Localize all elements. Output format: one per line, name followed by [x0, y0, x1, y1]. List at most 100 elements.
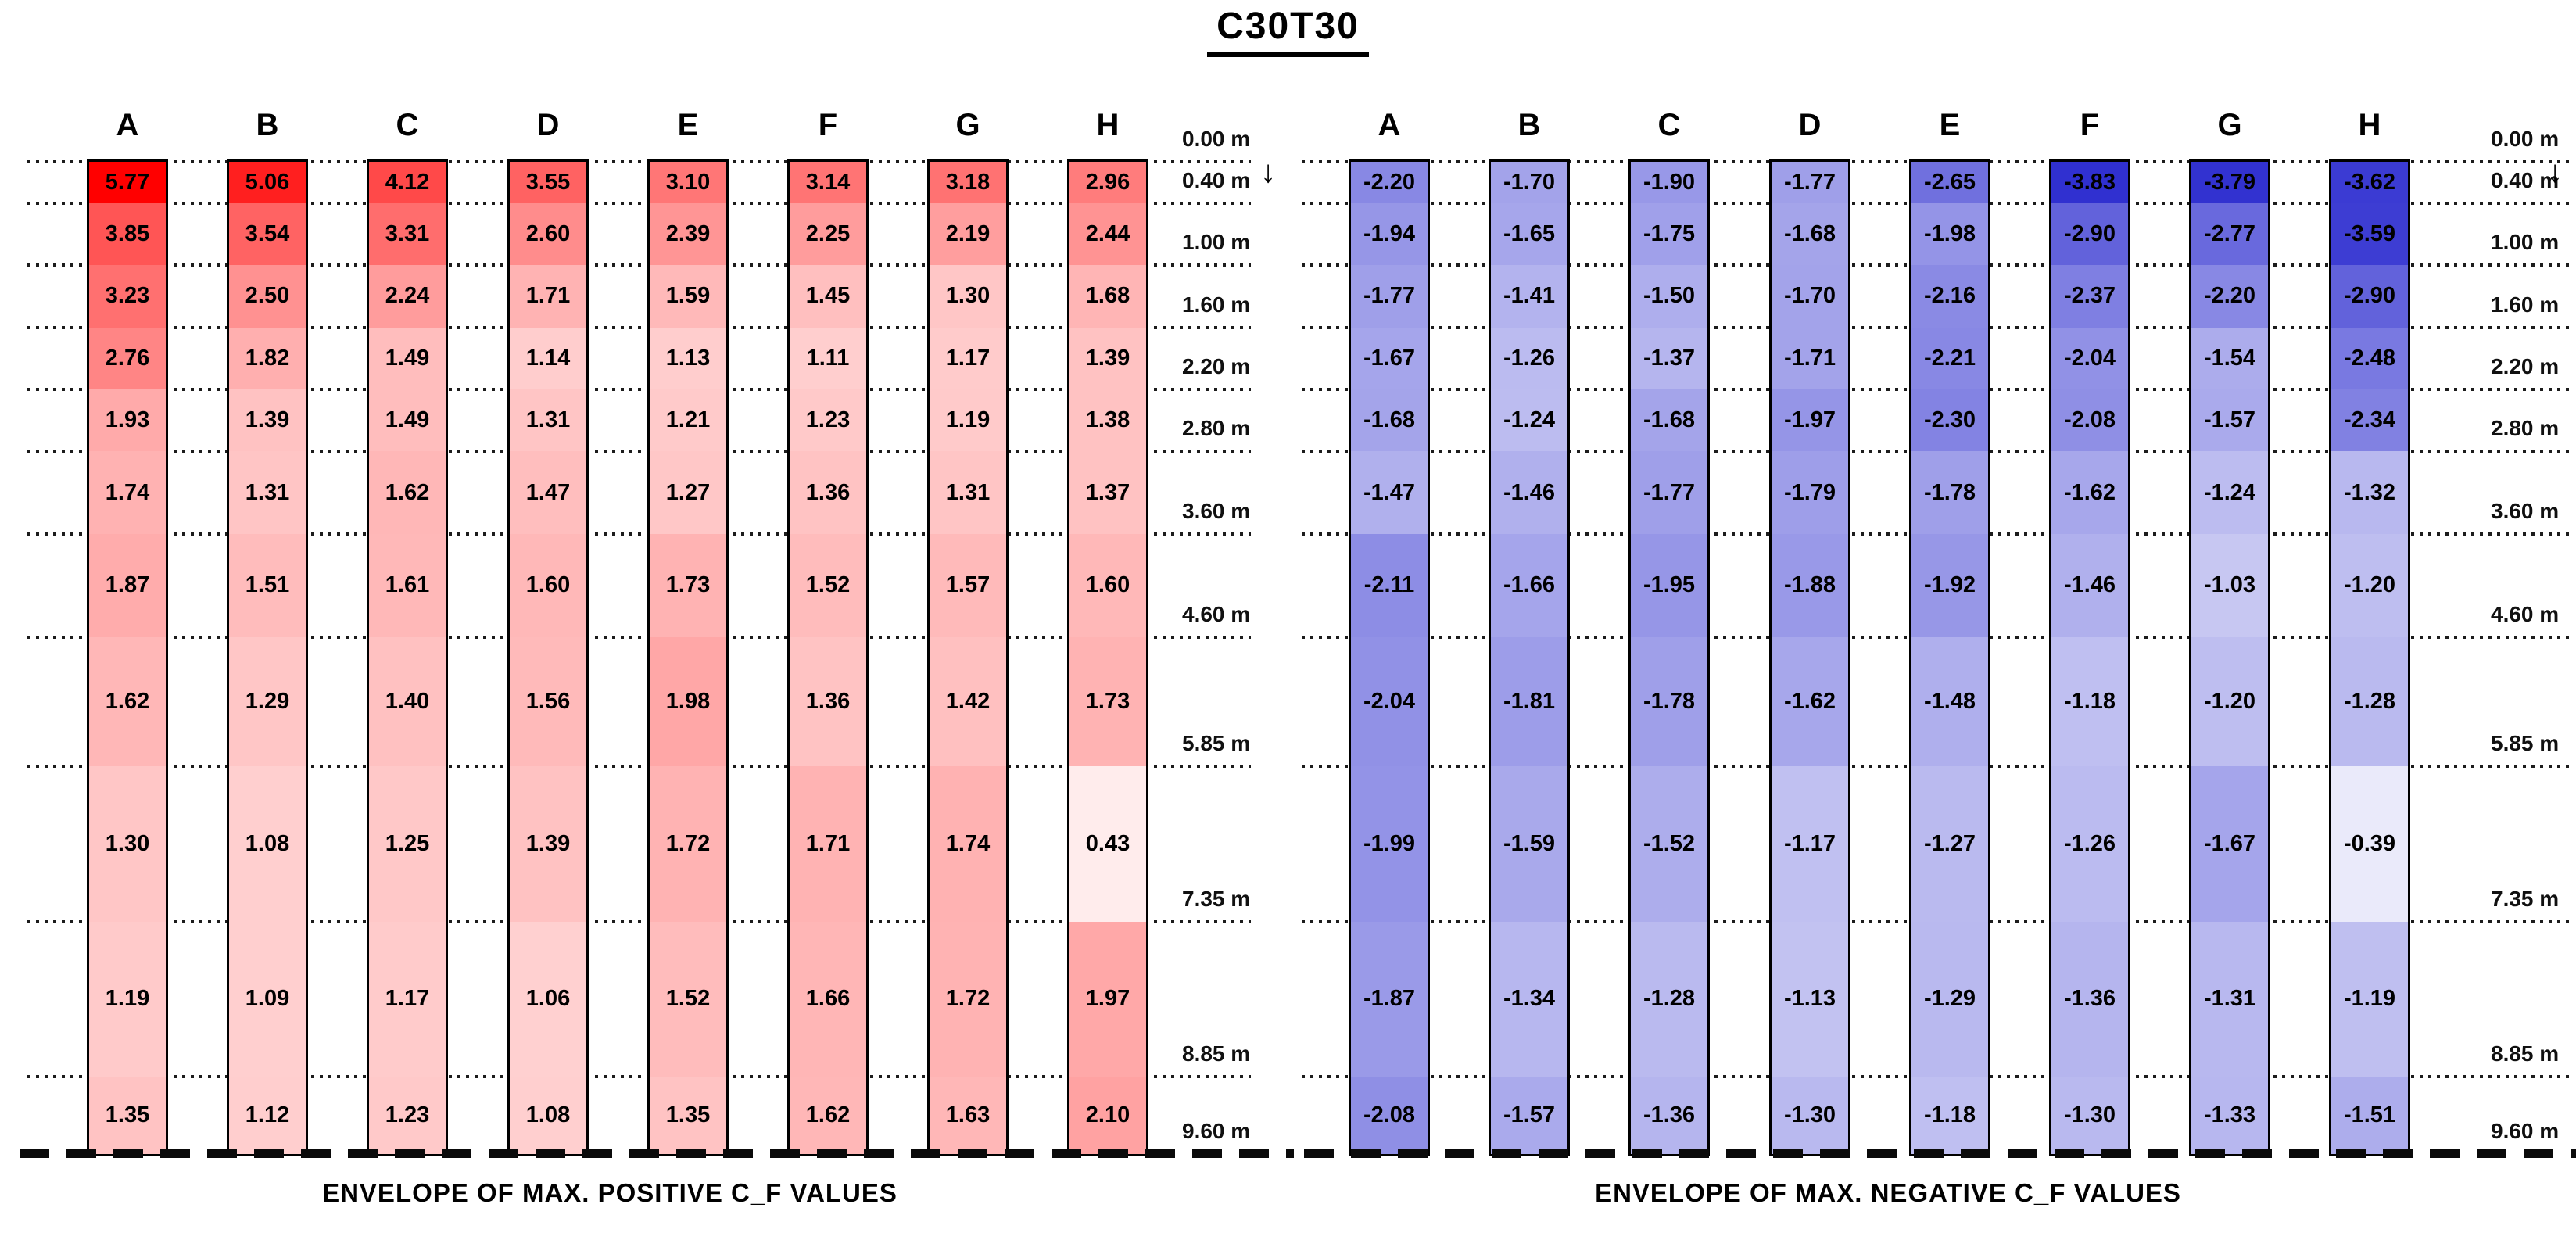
cell-value: -1.70: [1783, 283, 1836, 309]
cell-value: -1.47: [1363, 479, 1416, 505]
cell: 1.12: [229, 1076, 306, 1154]
column-A: -2.20 -1.94 -1.77 -1.67 -1.68 -1.47 -2.11 -2.04…: [1349, 159, 1430, 1156]
cell: -1.88: [1772, 533, 1848, 638]
cell: -1.34: [1491, 921, 1567, 1077]
cell: -1.77: [1351, 265, 1428, 328]
cell-value: 1.35: [105, 1102, 150, 1127]
cell-value: -3.62: [2343, 169, 2396, 195]
column-header: B: [1517, 108, 1541, 142]
page-title: C30T30: [1207, 5, 1369, 57]
depth-label: 2.80 m: [2491, 416, 2560, 441]
cell-value: 1.56: [525, 689, 571, 715]
cell: -2.04: [2051, 327, 2128, 389]
cell-value: -1.90: [1643, 169, 1696, 195]
cell: 1.68: [1069, 265, 1146, 328]
cell: 1.19: [89, 921, 166, 1077]
cell-value: 1.31: [245, 479, 290, 505]
cell: 3.31: [369, 202, 446, 266]
cell: -1.92: [1911, 533, 1988, 638]
cell: -1.18: [1911, 1076, 1988, 1154]
cell: -1.87: [1351, 921, 1428, 1077]
cell-value: -1.13: [1783, 986, 1836, 1012]
cell-value: 2.44: [1085, 221, 1130, 247]
cell-value: 3.14: [805, 169, 851, 195]
cell: -1.32: [2331, 451, 2408, 534]
cell: -1.90: [1631, 162, 1707, 203]
cell-value: -1.28: [2343, 689, 2396, 715]
cell: -1.30: [1772, 1076, 1848, 1154]
cell: 1.60: [510, 533, 586, 638]
cell: 3.55: [510, 162, 586, 203]
depth-label: 0.00 m: [2491, 127, 2560, 151]
cell: 1.97: [1069, 921, 1146, 1077]
cell: -1.28: [2331, 637, 2408, 767]
cell-value: 1.73: [1085, 689, 1130, 715]
cell: 3.14: [790, 162, 866, 203]
cell-value: -3.59: [2343, 221, 2396, 247]
cell-value: -1.26: [1503, 345, 1556, 371]
cell: 1.47: [510, 451, 586, 534]
column-header: F: [818, 108, 838, 142]
cell: 2.60: [510, 202, 586, 266]
cell: -1.78: [1911, 451, 1988, 534]
cell-value: 3.54: [245, 221, 290, 247]
depth-gridline: [27, 919, 1251, 923]
cell-value: -2.48: [2343, 345, 2396, 371]
cell: 3.54: [229, 202, 306, 266]
depth-gridline: [27, 263, 1251, 267]
cell-value: 4.12: [385, 169, 430, 195]
cell-value: -1.51: [2343, 1102, 2396, 1127]
cell: 1.13: [650, 327, 726, 389]
cell-value: 1.39: [245, 407, 290, 432]
depth-gridline: [27, 201, 1251, 205]
cell: 1.25: [369, 766, 446, 922]
cell-value: -1.36: [2063, 986, 2116, 1012]
cell-value: 1.82: [245, 345, 290, 371]
cell: -1.41: [1491, 265, 1567, 328]
cell: -1.65: [1491, 202, 1567, 266]
cell-value: -1.36: [1643, 1102, 1696, 1127]
cell-value: 1.71: [525, 283, 571, 309]
depth-gridline: [27, 765, 1251, 769]
depth-label: 0.40 m: [2491, 167, 2560, 192]
cell: 1.62: [89, 637, 166, 767]
cell: -1.17: [1772, 766, 1848, 922]
cell-value: 1.42: [945, 689, 991, 715]
cell: 1.60: [1069, 533, 1146, 638]
column-header: D: [1798, 108, 1822, 142]
cell-value: -1.20: [2343, 572, 2396, 598]
cell: 1.98: [650, 637, 726, 767]
cell: -2.90: [2051, 202, 2128, 266]
cell-value: -1.98: [1923, 221, 1976, 247]
cell: 1.29: [229, 637, 306, 767]
depth-label: 7.35 m: [1182, 886, 1251, 911]
cell: 1.71: [510, 265, 586, 328]
cell: -1.79: [1772, 451, 1848, 534]
cell: 1.08: [510, 1076, 586, 1154]
cell-value: 2.76: [105, 345, 150, 371]
depth-label: 9.60 m: [2491, 1119, 2560, 1143]
cell-value: 1.51: [245, 572, 290, 598]
column-B: 5.06 3.54 2.50 1.82 1.39 1.31 1.51 1.29 1.08 1.09…: [227, 159, 308, 1156]
cell: 1.63: [930, 1076, 1006, 1154]
cell-value: -1.30: [1783, 1102, 1836, 1127]
cell: 1.39: [229, 389, 306, 452]
cell-value: 1.30: [105, 830, 150, 856]
cell: -1.46: [1491, 451, 1567, 534]
cell: 1.62: [790, 1076, 866, 1154]
cell-value: -2.77: [2203, 221, 2256, 247]
depth-label: 9.60 m: [1182, 1119, 1251, 1143]
cell: -2.21: [1911, 327, 1988, 389]
cell: -1.68: [1772, 202, 1848, 266]
cell: -1.68: [1351, 389, 1428, 452]
cell: 1.06: [510, 921, 586, 1077]
cell: 2.39: [650, 202, 726, 266]
cell: 2.96: [1069, 162, 1146, 203]
cell-value: -2.20: [2203, 283, 2256, 309]
cell: -2.20: [1351, 162, 1428, 203]
cell-value: -1.79: [1783, 479, 1836, 505]
cell: -1.71: [1772, 327, 1848, 389]
cell: 3.18: [930, 162, 1006, 203]
cell-value: -1.62: [1783, 689, 1836, 715]
